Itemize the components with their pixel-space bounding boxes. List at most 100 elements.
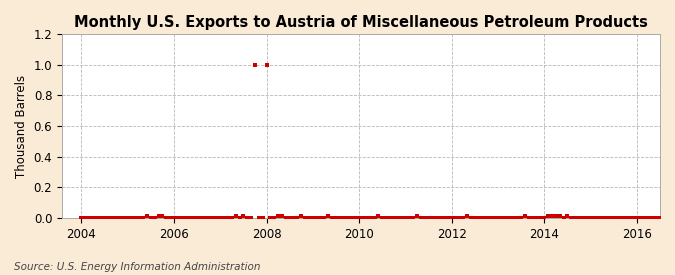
- Point: [570, 216, 580, 220]
- Point: [211, 216, 222, 220]
- Point: [257, 216, 268, 220]
- Point: [261, 62, 272, 67]
- Point: [188, 216, 198, 220]
- Point: [620, 216, 630, 220]
- Point: [107, 216, 117, 220]
- Point: [639, 216, 650, 220]
- Point: [635, 216, 646, 220]
- Point: [338, 216, 349, 220]
- Point: [142, 214, 153, 219]
- Point: [130, 216, 141, 220]
- Point: [566, 216, 576, 220]
- Point: [585, 216, 596, 220]
- Point: [485, 216, 495, 220]
- Point: [551, 214, 562, 219]
- Point: [269, 216, 279, 220]
- Point: [203, 216, 214, 220]
- Point: [631, 216, 642, 220]
- Point: [408, 216, 418, 220]
- Point: [658, 216, 669, 220]
- Point: [624, 216, 634, 220]
- Point: [207, 216, 218, 220]
- Point: [146, 216, 157, 220]
- Point: [331, 216, 342, 220]
- Point: [284, 216, 295, 220]
- Point: [454, 216, 465, 220]
- Point: [443, 216, 454, 220]
- Point: [481, 216, 492, 220]
- Point: [242, 216, 252, 220]
- Point: [369, 216, 380, 220]
- Point: [292, 216, 303, 220]
- Point: [674, 216, 675, 220]
- Point: [412, 214, 423, 219]
- Point: [126, 216, 137, 220]
- Point: [95, 216, 106, 220]
- Point: [470, 216, 481, 220]
- Point: [319, 216, 330, 220]
- Point: [157, 214, 168, 219]
- Point: [497, 216, 508, 220]
- Point: [431, 216, 441, 220]
- Point: [377, 216, 387, 220]
- Y-axis label: Thousand Barrels: Thousand Barrels: [15, 75, 28, 178]
- Point: [184, 216, 195, 220]
- Point: [180, 216, 191, 220]
- Point: [134, 216, 144, 220]
- Point: [423, 216, 434, 220]
- Point: [173, 216, 184, 220]
- Point: [119, 216, 130, 220]
- Point: [227, 216, 238, 220]
- Point: [381, 216, 392, 220]
- Point: [304, 216, 315, 220]
- Point: [354, 216, 364, 220]
- Point: [655, 216, 666, 220]
- Point: [346, 216, 357, 220]
- Point: [489, 216, 500, 220]
- Point: [88, 216, 99, 220]
- Point: [200, 216, 211, 220]
- Point: [458, 216, 468, 220]
- Point: [323, 214, 333, 219]
- Point: [80, 216, 90, 220]
- Point: [192, 216, 202, 220]
- Point: [543, 214, 554, 219]
- Point: [539, 216, 549, 220]
- Point: [473, 216, 484, 220]
- Point: [500, 216, 511, 220]
- Point: [350, 216, 360, 220]
- Point: [616, 216, 627, 220]
- Point: [419, 216, 430, 220]
- Point: [103, 216, 114, 220]
- Point: [223, 216, 234, 220]
- Point: [288, 216, 299, 220]
- Point: [265, 216, 276, 220]
- Point: [435, 216, 446, 220]
- Point: [122, 216, 133, 220]
- Point: [234, 216, 245, 220]
- Point: [597, 216, 608, 220]
- Point: [389, 216, 400, 220]
- Point: [311, 216, 322, 220]
- Point: [161, 216, 171, 220]
- Point: [315, 216, 326, 220]
- Point: [531, 216, 542, 220]
- Point: [628, 216, 639, 220]
- Point: [281, 216, 292, 220]
- Point: [670, 216, 675, 220]
- Point: [153, 214, 164, 219]
- Point: [92, 216, 103, 220]
- Point: [111, 216, 122, 220]
- Point: [362, 216, 373, 220]
- Point: [327, 216, 338, 220]
- Title: Monthly U.S. Exports to Austria of Miscellaneous Petroleum Products: Monthly U.S. Exports to Austria of Misce…: [74, 15, 648, 30]
- Point: [574, 216, 585, 220]
- Point: [520, 214, 531, 219]
- Point: [504, 216, 515, 220]
- Point: [493, 216, 504, 220]
- Point: [601, 216, 612, 220]
- Point: [562, 214, 573, 219]
- Point: [604, 216, 615, 220]
- Point: [527, 216, 538, 220]
- Point: [250, 62, 261, 67]
